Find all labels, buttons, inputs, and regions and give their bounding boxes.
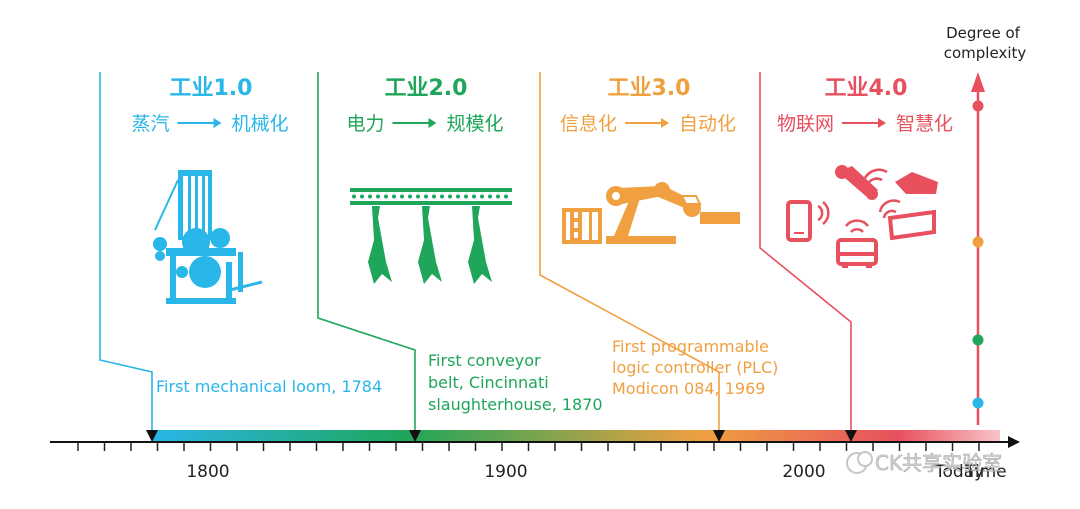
complexity-dot-3 — [972, 236, 984, 248]
era-bracket-lines — [99, 72, 852, 432]
era-bracket-4 — [759, 72, 852, 432]
belt-roller — [496, 194, 500, 199]
today-label: Today — [934, 462, 984, 482]
complexity-axis-arrowhead — [971, 72, 985, 92]
belt-roller — [424, 194, 428, 199]
era-bracket-3 — [539, 72, 720, 432]
belt-roller — [432, 194, 436, 199]
complexity-dot-1 — [972, 397, 984, 409]
era-title-3: 工业3.0 — [608, 76, 691, 101]
iot-devices-icon — [786, 165, 938, 268]
arrow-right-icon — [213, 118, 222, 128]
era-color-band — [152, 430, 1000, 442]
era-bracket-2 — [317, 72, 416, 432]
milestone-marker-3 — [713, 430, 725, 442]
belt-roller — [464, 194, 468, 199]
belt-roller — [448, 194, 452, 199]
belt-roller — [488, 194, 492, 199]
mechanical-loom-icon — [153, 170, 263, 304]
complexity-dot-2 — [972, 334, 984, 346]
belt-roller — [392, 194, 396, 199]
belt-roller — [360, 194, 364, 199]
complexity-level-dots — [972, 100, 984, 409]
milestone-caption-2-line-1: First conveyor — [428, 351, 541, 370]
era-title-1: 工业1.0 — [170, 76, 253, 101]
arrow-right-icon — [428, 118, 437, 128]
milestone-marker-4 — [845, 430, 857, 442]
belt-roller — [400, 194, 404, 199]
axis-tick-label-1800: 1800 — [186, 462, 229, 482]
milestone-caption-3-line-3: Modicon 084, 1969 — [612, 379, 765, 398]
complexity-axis-label-line1: Degree of — [946, 24, 1021, 42]
time-axis-minor-ticks — [77, 442, 980, 451]
belt-roller — [440, 194, 444, 199]
conveyor-belt-icon — [350, 188, 512, 284]
belt-roller — [408, 194, 412, 199]
era-to-2: 规模化 — [447, 113, 504, 135]
era-to-4: 智慧化 — [896, 113, 953, 135]
time-axis-tick-labels: 1800 1900 2000 — [186, 462, 825, 482]
milestone-captions: First mechanical loom, 1784 First conveyo… — [156, 337, 778, 414]
belt-roller — [456, 194, 460, 199]
arrow-right-icon — [661, 118, 669, 128]
milestone-marker-2 — [409, 430, 421, 442]
era-to-3: 自动化 — [679, 113, 736, 135]
time-axis-arrowhead — [1008, 436, 1020, 448]
complexity-axis-label-line2: complexity — [944, 44, 1027, 62]
era-from-1: 蒸汽 — [132, 113, 170, 135]
era-headers: 工业1.0蒸汽 机械化 工业2.0电力 规模化 工业3.0 信息化 自动化 工业4.0 物联网 智… — [132, 76, 954, 135]
era-title-4: 工业4.0 — [825, 76, 908, 101]
milestone-caption-2-line-3: slaughterhouse, 1870 — [428, 395, 603, 414]
axis-tick-label-1900: 1900 — [484, 462, 527, 482]
belt-roller — [416, 194, 420, 199]
belt-roller — [352, 194, 356, 199]
belt-roller — [472, 194, 476, 199]
watermark: CK共享实验室 — [846, 451, 1002, 475]
belt-roller — [384, 194, 388, 199]
milestone-marker-1 — [146, 430, 158, 442]
complexity-dot-4 — [972, 100, 984, 112]
era-from-2: 电力 — [347, 113, 385, 135]
axis-tick-label-2000: 2000 — [782, 462, 825, 482]
arrow-right-icon — [878, 118, 886, 128]
era-from-4: 物联网 — [777, 113, 834, 135]
time-axis-label: Time — [964, 462, 1007, 482]
watermark-text: CK共享实验室 — [875, 451, 1002, 475]
robot-arm-plc-icon — [562, 182, 740, 244]
belt-roller — [504, 194, 508, 199]
milestone-markers — [146, 430, 857, 442]
era-to-1: 机械化 — [232, 113, 289, 135]
milestone-caption-3-line-1: First programmable — [612, 337, 769, 356]
milestone-caption-1-line-1: First mechanical loom, 1784 — [156, 377, 382, 396]
belt-roller — [376, 194, 380, 199]
era-title-2: 工业2.0 — [385, 76, 468, 101]
era-from-3: 信息化 — [560, 113, 617, 135]
milestone-caption-3-line-2: logic controller (PLC) — [612, 358, 778, 377]
era-bracket-1 — [99, 72, 153, 432]
belt-roller — [480, 194, 484, 199]
milestone-caption-2-line-2: belt, Cincinnati — [428, 373, 549, 392]
belt-roller — [368, 194, 372, 199]
